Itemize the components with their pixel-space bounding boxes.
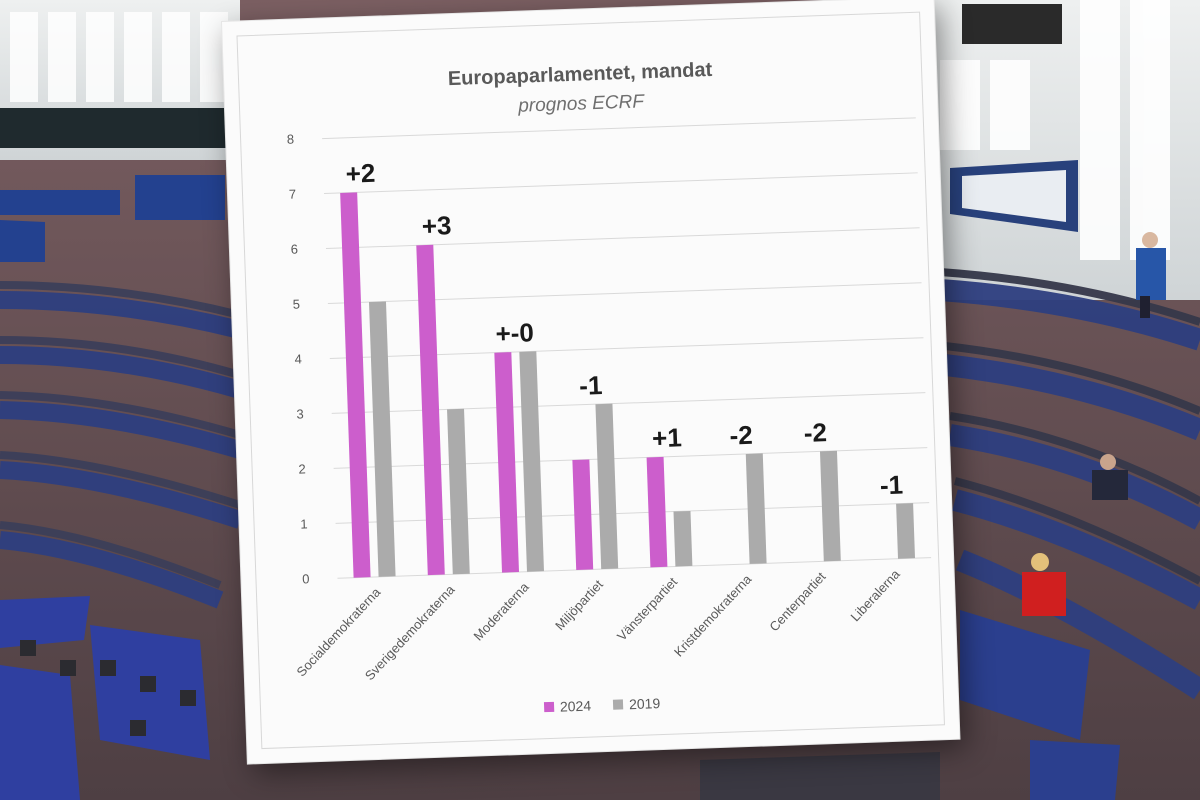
change-label: +2 <box>345 158 376 189</box>
gridline <box>333 447 928 469</box>
y-tick-label: 7 <box>289 187 297 202</box>
bar-2019 <box>673 510 693 567</box>
legend-swatch-2024 <box>543 701 555 713</box>
y-tick-label: 1 <box>300 516 308 531</box>
bar-2019 <box>368 301 396 577</box>
change-label: -1 <box>579 370 603 401</box>
y-tick-label: 5 <box>292 296 300 311</box>
bar-2019 <box>447 408 470 575</box>
y-tick-label: 3 <box>296 406 304 421</box>
gridline <box>324 172 918 195</box>
y-tick-label: 0 <box>302 571 310 586</box>
legend-label-2019: 2019 <box>628 695 661 713</box>
gridline <box>331 392 926 414</box>
change-label: -2 <box>729 420 753 451</box>
bar-2024 <box>416 244 445 576</box>
bar-2019 <box>819 450 841 562</box>
gridline <box>337 557 932 579</box>
gridline <box>325 227 920 250</box>
x-category-label: Liberalerna <box>847 566 903 624</box>
y-tick-label: 4 <box>294 351 302 366</box>
legend-item-2024: 2024 <box>543 697 592 716</box>
bar-2019 <box>595 403 619 570</box>
legend-swatch-2019 <box>612 699 624 710</box>
x-category-label: Moderaterna <box>470 579 532 644</box>
gridline <box>329 337 924 359</box>
chart-sheet: Europaparlamentet, mandat prognos ECRF 0… <box>222 0 960 764</box>
change-label: -1 <box>879 470 903 501</box>
bar-2024 <box>340 192 371 578</box>
gridline <box>322 117 916 140</box>
x-category-label: Kristdemokraterna <box>671 571 755 659</box>
legend-item-2019: 2019 <box>612 695 661 713</box>
bars <box>340 192 916 578</box>
x-category-label: Centerpartiet <box>766 569 828 634</box>
bar-2019 <box>745 453 767 564</box>
y-tick-label: 8 <box>287 132 295 147</box>
bar-2024 <box>494 352 519 573</box>
bar-2019 <box>896 503 916 559</box>
change-annotations: +2 +3 +-0 -1 +1 -2 -2 -1 <box>345 158 903 501</box>
x-category-label: Vänsterpartiet <box>614 574 680 644</box>
gridline <box>335 502 930 524</box>
y-axis-ticks: 0 1 2 3 4 5 6 7 8 <box>287 132 310 587</box>
gridlines <box>322 117 932 579</box>
change-label: -2 <box>803 417 827 448</box>
bar-2019 <box>519 351 544 572</box>
gridline <box>327 282 922 304</box>
bar-2024 <box>646 456 668 568</box>
y-tick-label: 2 <box>298 461 306 476</box>
legend-label-2024: 2024 <box>559 697 592 715</box>
bar-2024 <box>572 459 594 570</box>
y-tick-label: 6 <box>290 241 298 256</box>
change-label: +3 <box>421 210 452 241</box>
change-label: +1 <box>652 422 683 453</box>
bar-chart-plot: 0 1 2 3 4 5 6 7 8 +2 +3 +-0 -1 +1 -2 -2 -1 Socialdemokr… <box>287 117 932 683</box>
change-label: +-0 <box>495 317 534 348</box>
x-category-label: Miljöpartiet <box>552 577 606 633</box>
